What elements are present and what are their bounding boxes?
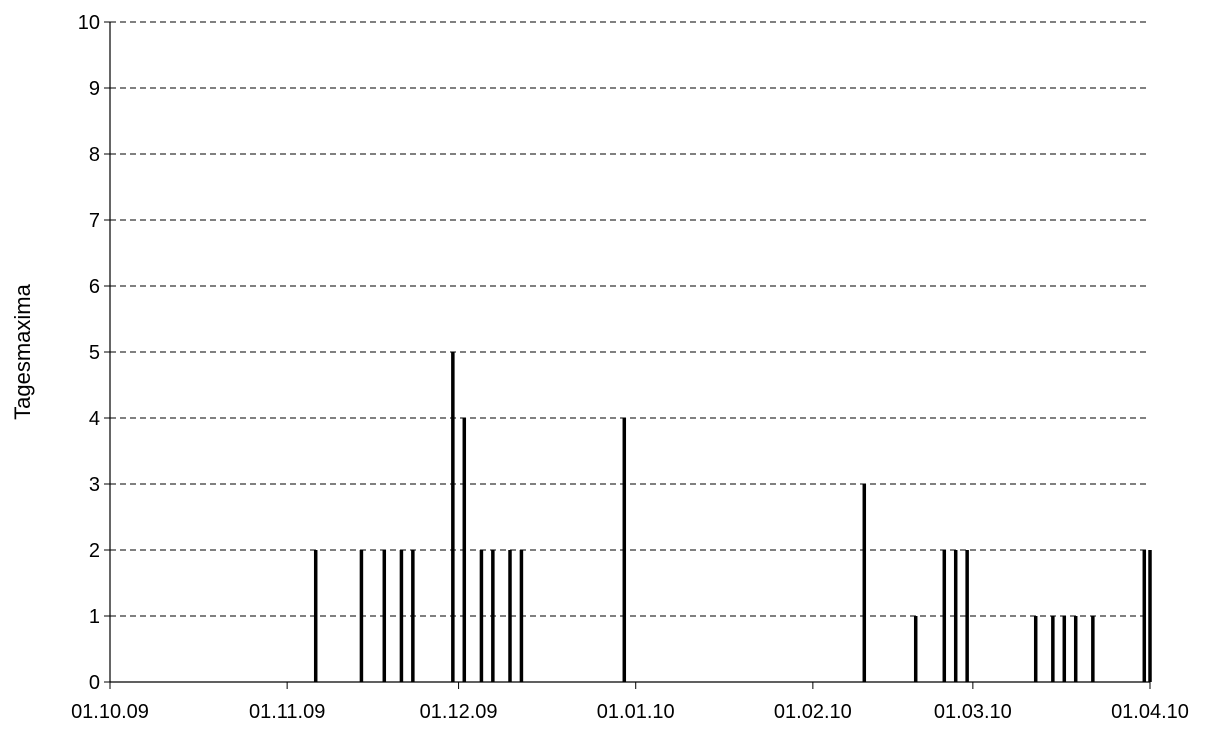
bar [965, 550, 969, 682]
y-tick-label: 5 [89, 342, 100, 364]
bar [1062, 616, 1067, 682]
y-tick-label: 6 [89, 276, 100, 298]
x-tick-label: 01.03.10 [934, 701, 1012, 723]
x-tick-labels: 01.10.09 01.11.09 01.12.09 01.01.10 01.02.10… [71, 701, 1189, 723]
bar [359, 550, 364, 682]
bar [1142, 550, 1147, 682]
bar [913, 616, 918, 682]
bar [1033, 616, 1038, 682]
y-tick-label: 2 [89, 540, 100, 562]
y-tick-label: 1 [89, 606, 100, 628]
bar [1148, 550, 1152, 682]
y-axis-title: Tagesmaxima [10, 283, 35, 419]
bar [862, 484, 867, 682]
bar [411, 550, 415, 682]
bar [491, 550, 495, 682]
bar [479, 550, 484, 682]
bar [1051, 616, 1055, 682]
bar [953, 550, 958, 682]
y-tick-label: 9 [89, 78, 100, 100]
x-tick-label: 01.04.10 [1111, 701, 1189, 723]
bar [942, 550, 947, 682]
y-tick-label: 4 [89, 408, 100, 430]
y-tick-label: 0 [89, 672, 100, 694]
bar [1091, 616, 1095, 682]
x-tick-label: 01.02.10 [774, 701, 852, 723]
bar [508, 550, 512, 682]
y-tick-label: 10 [78, 12, 100, 34]
y-tick-label: 8 [89, 144, 100, 166]
x-tick-label: 01.12.09 [420, 701, 498, 723]
bar [382, 550, 387, 682]
axes [104, 21, 1151, 689]
bar [622, 418, 627, 682]
y-tick-labels: 0 1 2 3 4 5 6 7 8 9 10 [78, 12, 100, 694]
bar [313, 550, 318, 682]
x-tick-label: 01.10.09 [71, 701, 149, 723]
bar [451, 352, 455, 682]
y-tick-label: 3 [89, 474, 100, 496]
bar [519, 550, 524, 682]
y-tick-label: 7 [89, 210, 100, 232]
x-tick-label: 01.01.10 [597, 701, 675, 723]
bars [313, 352, 1152, 682]
bar [399, 550, 404, 682]
bar [462, 418, 467, 682]
gridlines [110, 21, 1150, 617]
x-tick-label: 01.11.09 [249, 701, 325, 723]
bar [1073, 616, 1078, 682]
